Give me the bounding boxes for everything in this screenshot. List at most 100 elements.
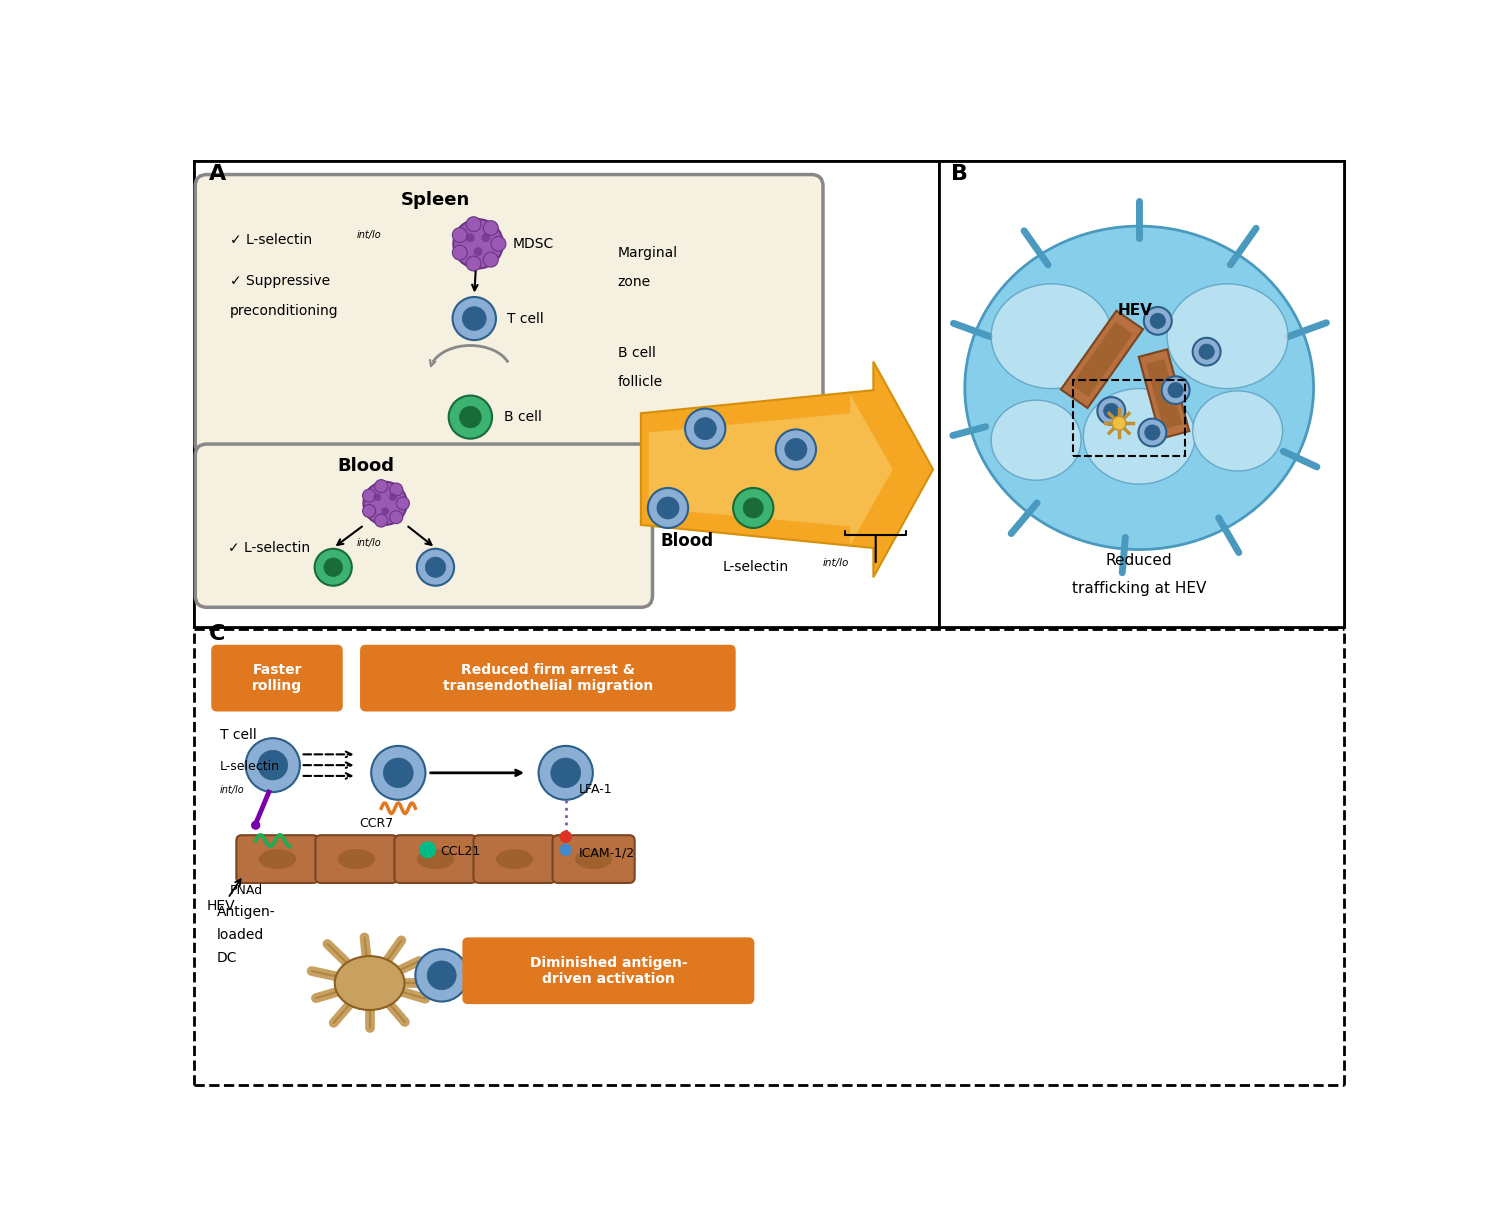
Circle shape [427, 961, 456, 990]
Circle shape [648, 488, 688, 528]
Circle shape [370, 745, 426, 800]
Circle shape [538, 745, 592, 800]
Ellipse shape [334, 956, 405, 1010]
Ellipse shape [496, 849, 532, 870]
Text: int/lo: int/lo [357, 539, 381, 549]
Circle shape [1150, 314, 1166, 328]
Circle shape [453, 219, 503, 268]
Circle shape [390, 483, 402, 496]
Circle shape [1144, 424, 1160, 440]
Text: HEV: HEV [1118, 304, 1152, 319]
Text: ✓ Suppressive: ✓ Suppressive [230, 273, 330, 288]
Text: MDSC: MDSC [513, 237, 555, 251]
Text: int/lo: int/lo [824, 557, 849, 568]
Circle shape [466, 234, 476, 242]
Circle shape [315, 549, 352, 585]
Circle shape [417, 549, 454, 585]
Circle shape [246, 738, 300, 792]
Text: L-selectin: L-selectin [220, 760, 280, 772]
Bar [939, 161, 1344, 626]
Circle shape [419, 841, 436, 859]
Circle shape [1192, 338, 1221, 365]
FancyBboxPatch shape [195, 444, 652, 608]
Circle shape [490, 236, 506, 251]
Circle shape [363, 504, 375, 518]
Circle shape [1144, 308, 1172, 335]
Circle shape [550, 758, 580, 787]
Text: LFA-1: LFA-1 [579, 782, 612, 796]
Ellipse shape [1083, 389, 1196, 485]
Ellipse shape [1167, 284, 1288, 389]
Text: follicle: follicle [618, 375, 663, 390]
Circle shape [375, 514, 387, 526]
Circle shape [1138, 418, 1167, 446]
Circle shape [474, 247, 483, 256]
Text: int/lo: int/lo [220, 785, 245, 795]
Text: loaded: loaded [217, 929, 264, 942]
Circle shape [448, 396, 492, 439]
Ellipse shape [574, 849, 612, 870]
FancyBboxPatch shape [315, 835, 398, 883]
Text: Faster
rolling: Faster rolling [252, 663, 302, 694]
FancyBboxPatch shape [237, 835, 318, 883]
Circle shape [1161, 376, 1190, 403]
Ellipse shape [964, 226, 1314, 550]
Circle shape [466, 216, 482, 231]
Circle shape [483, 220, 498, 235]
Text: DC: DC [217, 951, 237, 966]
Text: Blood: Blood [338, 458, 394, 475]
Circle shape [258, 750, 288, 780]
Circle shape [1168, 383, 1184, 397]
Text: preconditioning: preconditioning [230, 305, 339, 319]
Bar [194, 161, 939, 626]
Circle shape [784, 438, 807, 460]
Circle shape [483, 252, 498, 267]
Text: C: C [209, 625, 225, 645]
Text: Antigen-: Antigen- [217, 905, 276, 919]
Text: B: B [951, 164, 968, 184]
Circle shape [462, 306, 486, 331]
Circle shape [694, 418, 717, 439]
Circle shape [388, 493, 398, 501]
Text: CCL21: CCL21 [440, 845, 480, 857]
Text: PNAd: PNAd [230, 884, 264, 898]
Text: B cell: B cell [618, 346, 656, 360]
Circle shape [1198, 344, 1215, 359]
Circle shape [1098, 397, 1125, 424]
Polygon shape [648, 394, 892, 545]
Polygon shape [1071, 322, 1132, 397]
Text: zone: zone [618, 276, 651, 289]
FancyBboxPatch shape [213, 646, 342, 711]
Circle shape [363, 490, 375, 502]
Text: Blood: Blood [660, 533, 714, 551]
FancyBboxPatch shape [552, 835, 634, 883]
Text: int/lo: int/lo [357, 230, 381, 240]
Circle shape [324, 558, 342, 577]
Bar [1072, 380, 1185, 455]
Text: Spleen: Spleen [400, 192, 470, 209]
Circle shape [453, 245, 466, 260]
Circle shape [1104, 403, 1119, 418]
Circle shape [459, 406, 482, 428]
Text: B cell: B cell [504, 410, 542, 424]
FancyBboxPatch shape [394, 835, 477, 883]
Circle shape [466, 256, 482, 271]
Text: T cell: T cell [507, 311, 543, 326]
Circle shape [453, 296, 497, 341]
Circle shape [251, 820, 261, 830]
Text: HEV: HEV [207, 899, 236, 913]
Text: T cell: T cell [220, 728, 256, 742]
Circle shape [734, 488, 774, 528]
Ellipse shape [417, 849, 454, 870]
Circle shape [384, 758, 412, 787]
Text: ICAM-1/2: ICAM-1/2 [579, 846, 634, 859]
Circle shape [560, 844, 572, 856]
Circle shape [776, 429, 816, 470]
FancyBboxPatch shape [464, 938, 753, 1004]
Text: ✓ L-selectin: ✓ L-selectin [228, 541, 310, 555]
Circle shape [560, 830, 572, 843]
Text: trafficking at HEV: trafficking at HEV [1072, 581, 1206, 595]
Circle shape [396, 497, 410, 509]
Text: L-selectin: L-selectin [723, 560, 789, 574]
Polygon shape [640, 362, 933, 577]
